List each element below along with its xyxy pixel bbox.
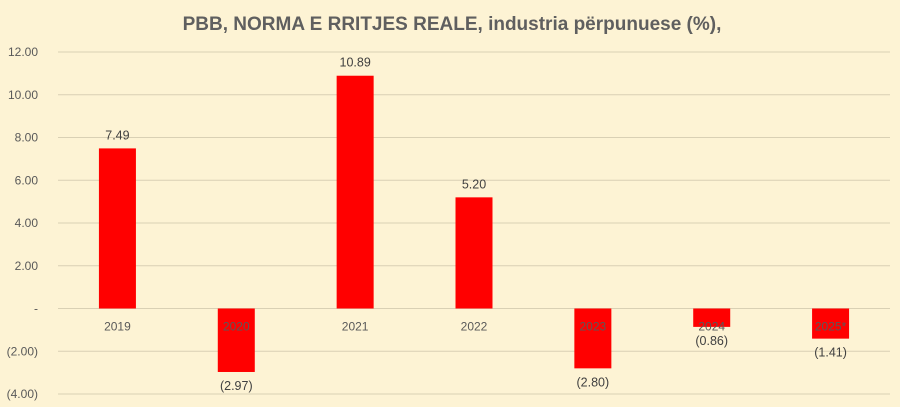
- data-label: (0.86): [695, 334, 728, 348]
- data-label: 7.49: [105, 128, 129, 142]
- bar: [217, 308, 255, 372]
- y-tick-label: 8.00: [15, 131, 39, 145]
- y-tick-label: (4.00): [7, 387, 38, 401]
- y-tick-label: 2.00: [15, 259, 39, 273]
- y-tick-label: 6.00: [15, 173, 39, 187]
- x-tick-label: 2021: [342, 320, 369, 334]
- x-axis-ticks: 2019 2020 2021 2022 2023 2024 2025*: [104, 320, 847, 334]
- x-tick-label: 2019: [104, 320, 131, 334]
- chart-title: PBB, NORMA E RRITJES REALE, industria pë…: [183, 14, 722, 35]
- bar: [574, 308, 612, 369]
- data-label: 10.89: [340, 56, 371, 70]
- data-labels: 7.49 (2.97) 10.89 5.20 (2.80) (0.86) (1.41): [105, 56, 847, 393]
- y-tick-label: 10.00: [8, 88, 38, 102]
- bar: [812, 308, 850, 339]
- x-tick-label: 2025*: [815, 320, 847, 334]
- bar: [455, 197, 493, 309]
- data-label: (1.41): [814, 346, 847, 360]
- bar: [693, 308, 731, 327]
- bar: [336, 75, 374, 309]
- y-tick-label: -: [34, 302, 38, 316]
- y-tick-label: 4.00: [15, 216, 39, 230]
- y-tick-label: (2.00): [7, 344, 38, 358]
- x-tick-label: 2022: [461, 320, 488, 334]
- x-tick-label: 2020: [223, 320, 250, 334]
- x-tick-label: 2023: [580, 320, 607, 334]
- bars: [98, 75, 850, 372]
- data-label: (2.97): [220, 379, 253, 393]
- x-tick-label: 2024: [698, 320, 725, 334]
- bar: [98, 148, 136, 309]
- data-label: 5.20: [462, 177, 486, 191]
- y-axis-ticks: (4.00) (2.00) - 2.00 4.00 6.00 8.00 10.00 12.00: [7, 45, 39, 401]
- y-tick-label: 12.00: [8, 45, 38, 59]
- data-label: (2.80): [577, 375, 610, 389]
